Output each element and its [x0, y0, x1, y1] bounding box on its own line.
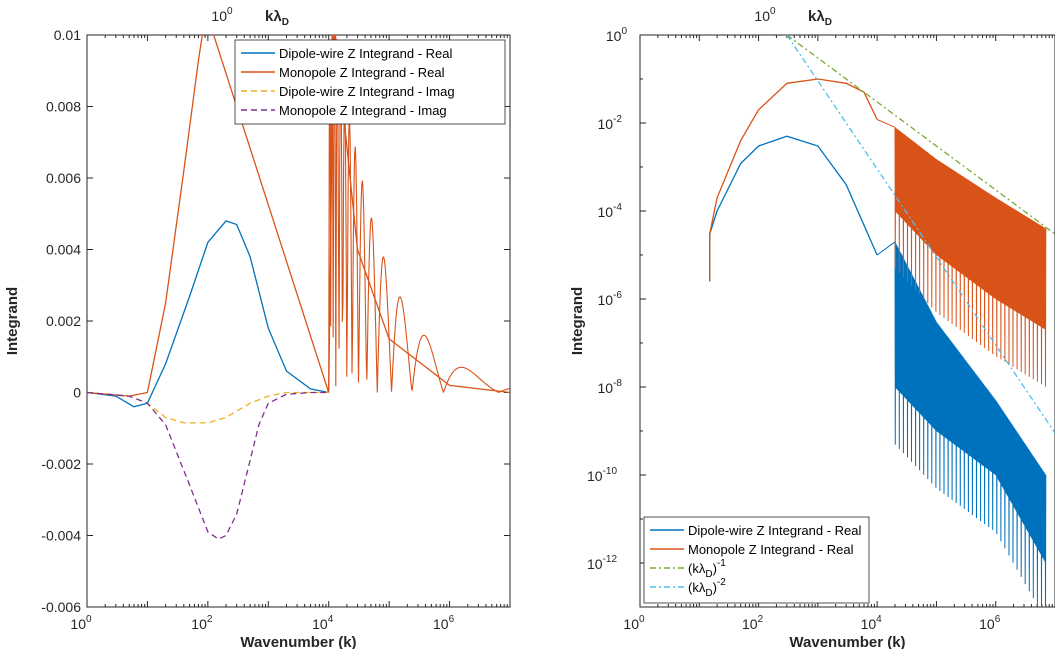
series-line — [786, 35, 1055, 434]
series-line — [87, 391, 329, 540]
y-tick-label: 10-6 — [598, 290, 623, 308]
x-tick-label: 104 — [861, 614, 883, 632]
legend-label: (kλD)-1 — [688, 558, 726, 580]
y-axis-label: Integrand — [569, 287, 586, 355]
legend: Dipole-wire Z Integrand - Real Monopole Z… — [234, 39, 506, 125]
right-plot: 100 102 104 106 100 10-2 10-4 10-6 10-8 10-10 10-1… — [569, 6, 1055, 649]
legend-label: Dipole-wire Z Integrand - Imag — [279, 84, 455, 99]
x-tick-label: 106 — [433, 614, 455, 632]
series-line — [709, 78, 878, 282]
y-tick-label: 10-8 — [598, 378, 623, 396]
legend-label: Dipole-wire Z Integrand - Real — [688, 523, 862, 538]
series-oscillation — [876, 119, 1047, 387]
y-tick-label: 0.004 — [46, 242, 81, 258]
y-tick-label: 0 — [73, 385, 81, 401]
x-tick-label: 104 — [312, 614, 334, 632]
legend-box — [234, 39, 506, 125]
x-tick-label: 102 — [191, 614, 213, 632]
y-tick-label: -0.002 — [41, 456, 81, 472]
legend-label: Monopole Z Integrand - Real — [279, 65, 445, 80]
series-line — [709, 135, 878, 282]
y-axis-label: Integrand — [4, 287, 21, 355]
series-oscillation — [876, 240, 1047, 607]
legend-label: Dipole-wire Z Integrand - Real — [279, 46, 453, 61]
top-axis-tick-label: 100 — [754, 6, 776, 24]
top-axis-label: kλD — [808, 8, 832, 28]
y-tick-label: -0.006 — [41, 599, 81, 615]
series-group — [87, 35, 510, 540]
y-tick-label: 10-4 — [598, 202, 623, 220]
series-line — [87, 220, 329, 408]
x-tick-label: 106 — [979, 614, 1001, 632]
y-tick-label: 10-10 — [587, 466, 617, 484]
legend-box — [643, 516, 870, 604]
series-line — [87, 35, 510, 397]
y-tick-label: 0.01 — [54, 27, 81, 43]
y-tick-label: 0.002 — [46, 313, 81, 329]
axes-box — [639, 34, 1055, 608]
x-axis-label: Wavenumber (k) — [240, 634, 356, 649]
x-tick-label: 100 — [70, 614, 92, 632]
x-tick-label: 102 — [742, 614, 764, 632]
x-axis-label: Wavenumber (k) — [789, 634, 905, 649]
top-axis-tick-label: 100 — [211, 6, 233, 24]
legend-label: Monopole Z Integrand - Imag — [279, 103, 447, 118]
y-tick-label: 10-12 — [587, 554, 617, 572]
series-oscillation — [328, 35, 510, 394]
legend-label: Monopole Z Integrand - Real — [688, 542, 854, 557]
y-tick-label: 100 — [606, 26, 628, 44]
x-tick-label: 100 — [623, 614, 645, 632]
legend: Dipole-wire Z Integrand - Real Monopole Z… — [643, 516, 870, 604]
y-tick-label: 0.006 — [46, 170, 81, 186]
axes-box — [86, 34, 511, 608]
left-plot: 100 102 104 106 0.01 0.008 0.006 0.004 0.002 0 -0.… — [4, 6, 511, 649]
legend-label: (kλD)-2 — [688, 577, 726, 599]
y-tick-label: 10-2 — [598, 114, 623, 132]
series-group — [709, 35, 1055, 607]
y-tick-label: -0.004 — [41, 528, 81, 544]
top-axis-label: kλD — [265, 8, 289, 28]
y-tick-label: 0.008 — [46, 99, 81, 115]
